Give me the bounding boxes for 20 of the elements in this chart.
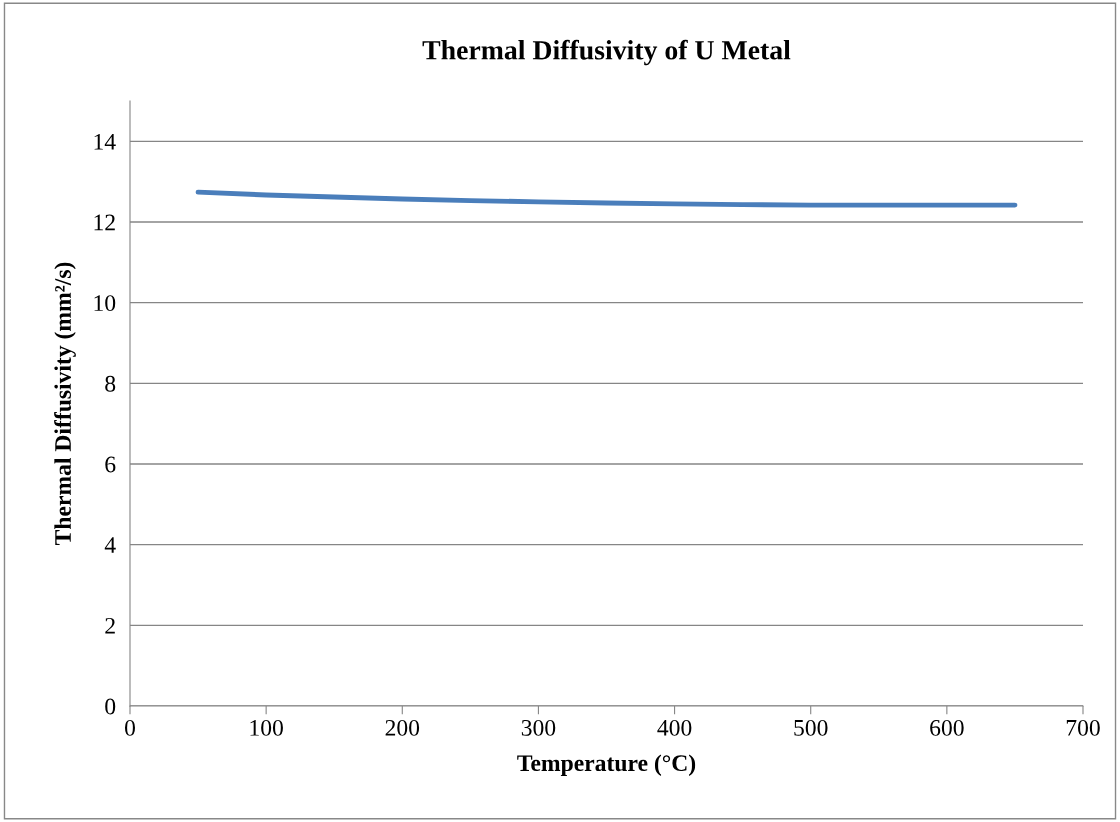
- x-tick-label: 500: [794, 719, 828, 736]
- x-tick-label: 400: [657, 719, 692, 736]
- x-tick-label: 100: [250, 719, 283, 736]
- x-tick-label: 300: [521, 719, 556, 736]
- line-series: [195, 189, 1018, 208]
- x-tick-label: 0: [125, 719, 135, 736]
- y-axis-title: Thermal Diffusivity (mm²/s): [54, 262, 76, 546]
- y-tick-label: 4: [104, 537, 116, 553]
- y-tick-label: 0: [105, 698, 116, 715]
- y-tick-label: 8: [105, 375, 116, 392]
- y-tick-label: 6: [105, 456, 116, 473]
- x-tick-label: 200: [385, 719, 420, 736]
- chart-title: Thermal Diffusivity of U Metal: [422, 39, 791, 66]
- y-tick-label: 12: [94, 214, 115, 231]
- y-tick-label: 14: [94, 133, 116, 150]
- x-axis-title: Temperature (°C): [517, 754, 696, 776]
- x-tick-label: 700: [1066, 719, 1100, 736]
- x-tick-label: 600: [930, 719, 964, 736]
- y-tick-label: 10: [94, 295, 116, 312]
- y-tick-label: 2: [105, 617, 115, 634]
